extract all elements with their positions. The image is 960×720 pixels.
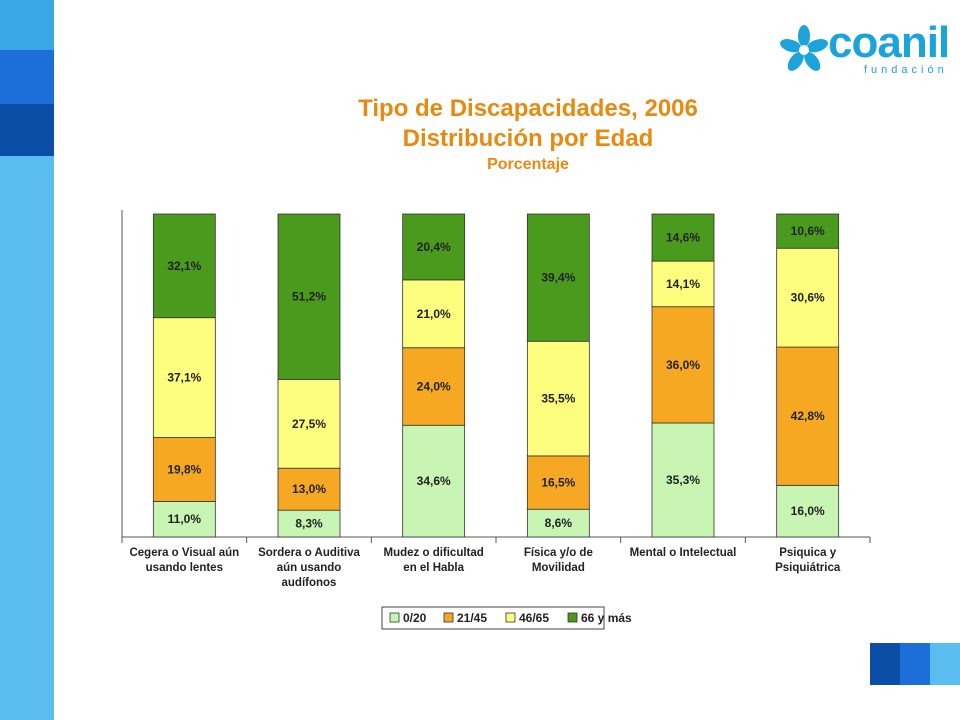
legend-label: 46/65 <box>519 611 549 625</box>
category-label: Física y/o de <box>524 547 593 559</box>
category-label: Sordera o Auditiva <box>258 547 360 559</box>
legend-label: 0/20 <box>403 611 427 625</box>
chart-subtitle: Distribución por Edad <box>402 125 654 152</box>
data-label: 11,0% <box>168 512 202 526</box>
coanil-logo: coanil fundación <box>780 18 950 78</box>
category-label: Psiquica y <box>779 547 836 559</box>
star-flower-icon <box>780 25 828 71</box>
bar-segment-66-y-m-s <box>526 213 590 342</box>
chart-unit-label: Porcentaje <box>487 156 569 173</box>
category-label: en el Habla <box>403 562 464 574</box>
data-label: 21,0% <box>417 307 451 321</box>
bar-segment-21-45 <box>277 467 341 511</box>
bar-segment-0-20 <box>402 424 466 538</box>
bar-segment-46-65 <box>526 340 590 457</box>
data-label: 34,6% <box>417 474 451 488</box>
data-label: 30,6% <box>791 291 825 305</box>
data-label: 35,3% <box>666 473 700 487</box>
bar-segment-66-y-m-s <box>651 213 715 262</box>
data-label: 35,5% <box>541 392 575 406</box>
bar-segment-66-y-m-s <box>152 213 216 319</box>
category-label: Cegera o Visual aún <box>129 547 239 559</box>
strip-block-light <box>0 0 54 50</box>
data-label: 42,8% <box>791 409 825 423</box>
corner-block-dark <box>870 643 900 685</box>
category-label: usando lentes <box>146 562 223 574</box>
data-label: 13,0% <box>292 482 326 496</box>
logo-wordmark: coanil <box>828 18 950 67</box>
category-label: Mudez o dificultad <box>384 547 484 559</box>
legend-box <box>381 606 605 630</box>
data-label: 10,6% <box>791 224 825 238</box>
bar-segment-0-20 <box>651 422 715 538</box>
bar-segment-46-65 <box>651 260 715 308</box>
category-label: Movilidad <box>532 562 585 574</box>
data-label: 20,4% <box>417 240 451 254</box>
data-label: 19,8% <box>167 462 201 476</box>
data-label: 14,6% <box>666 231 700 245</box>
bar-segment-21-45 <box>776 346 840 486</box>
strip-block-dark <box>0 104 54 156</box>
data-label: 8,6% <box>545 516 573 530</box>
legend-label: 66 y más <box>581 611 632 625</box>
chart-title: Tipo de Discapacidades, 2006 <box>358 95 698 122</box>
strip-block-mid <box>0 50 54 104</box>
data-label: 37,1% <box>167 371 201 385</box>
bar-segment-46-65 <box>776 247 840 348</box>
data-label: 51,2% <box>292 290 326 304</box>
bar-segment-66-y-m-s <box>776 213 840 249</box>
bar-segment-21-45 <box>152 437 216 502</box>
legend-swatch <box>443 612 454 623</box>
data-label: 27,5% <box>292 417 326 431</box>
data-label: 16,5% <box>541 476 575 490</box>
category-label: audífonos <box>282 577 337 589</box>
data-label: 36,0% <box>666 358 700 372</box>
data-label: 8,3% <box>295 517 323 531</box>
data-label: 32,1% <box>167 259 201 273</box>
data-label: 24,0% <box>417 379 451 393</box>
legend-swatch <box>567 612 578 623</box>
left-decorative-strip <box>0 0 54 720</box>
bar-segment-21-45 <box>402 347 466 426</box>
bar-segment-66-y-m-s <box>277 213 341 380</box>
category-label: Psiquiátrica <box>775 562 841 574</box>
data-label: 16,0% <box>791 504 825 518</box>
bar-segment-0-20 <box>526 508 590 538</box>
category-label: aún usando <box>277 562 342 574</box>
bar-segment-46-65 <box>402 279 466 349</box>
legend-swatch <box>389 612 400 623</box>
legend-swatch <box>505 612 516 623</box>
corner-block-mid <box>900 643 930 685</box>
bar-segment-46-65 <box>277 378 341 469</box>
bar-segment-21-45 <box>526 455 590 510</box>
category-label: Mental o Intelectual <box>630 547 737 559</box>
bar-segment-66-y-m-s <box>402 213 466 281</box>
bar-segment-46-65 <box>152 317 216 438</box>
logo-tagline: fundación <box>864 64 948 76</box>
data-label: 14,1% <box>666 277 700 291</box>
legend-label: 21/45 <box>457 611 487 625</box>
corner-block-light <box>930 643 960 685</box>
data-label: 39,4% <box>541 271 575 285</box>
